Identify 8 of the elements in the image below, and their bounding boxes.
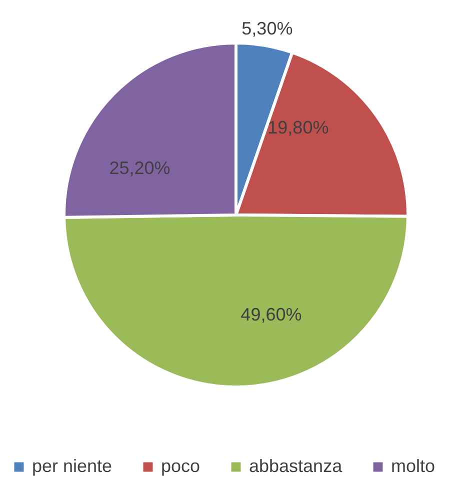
legend-label: per niente xyxy=(32,456,112,476)
legend-label: molto xyxy=(391,456,436,476)
data-label: 49,60% xyxy=(240,304,302,325)
data-label: 19,80% xyxy=(268,117,329,138)
legend-label: poco xyxy=(161,456,200,476)
legend-label: abbastanza xyxy=(249,456,344,476)
data-label: 5,30% xyxy=(242,18,293,39)
data-label: 25,20% xyxy=(109,158,170,178)
